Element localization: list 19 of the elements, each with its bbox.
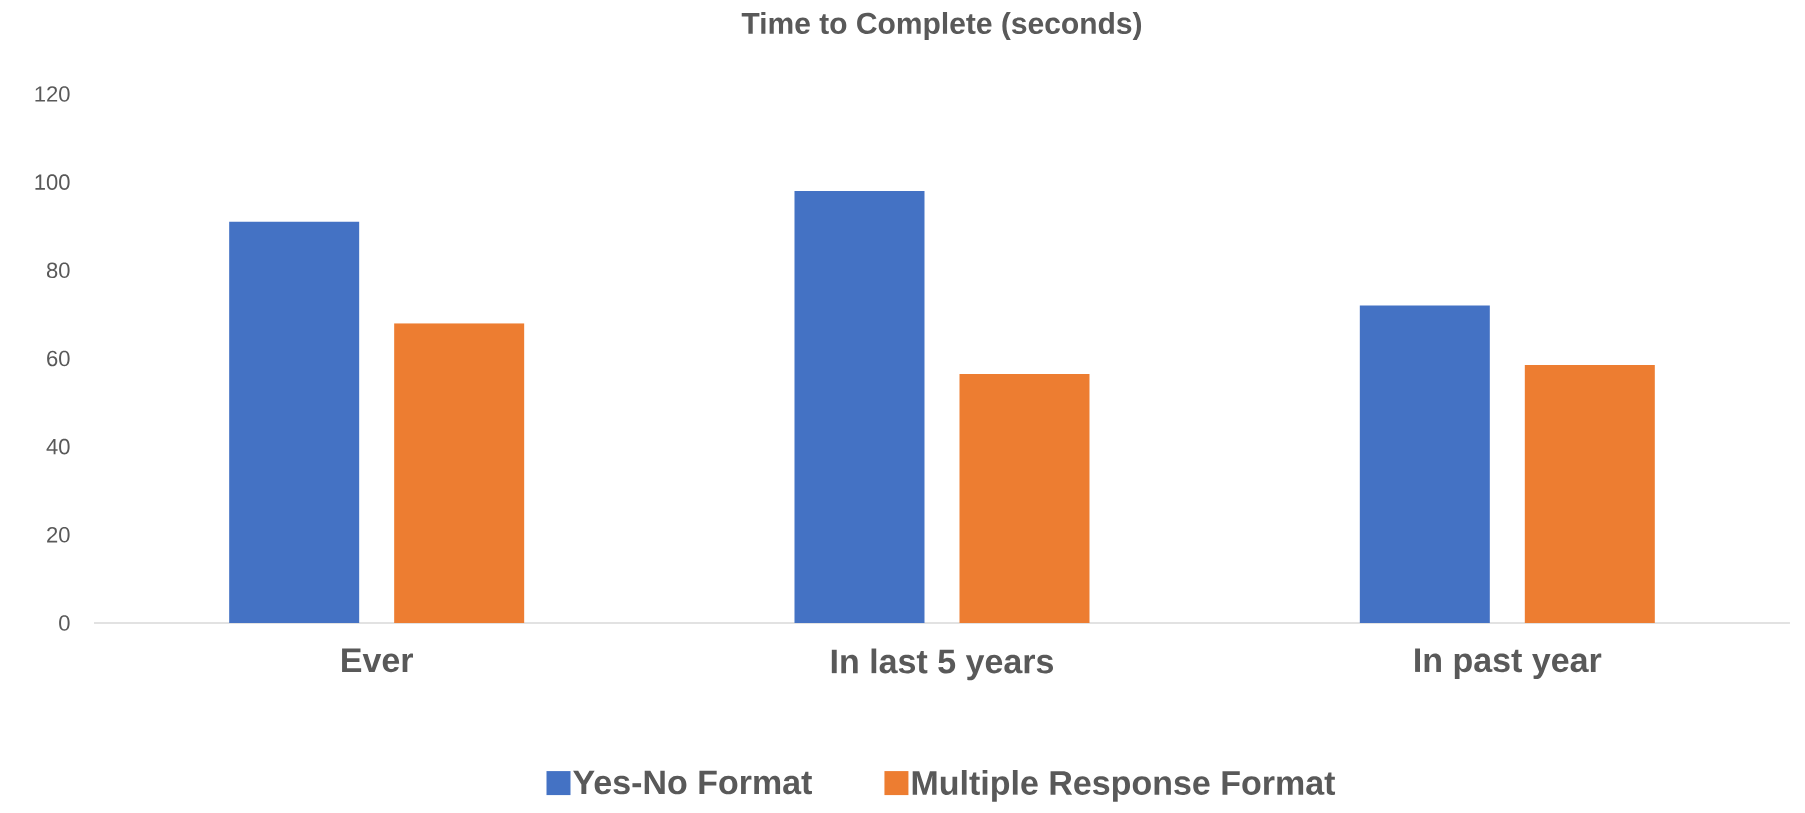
legend-label: Yes-No Format: [573, 770, 812, 795]
y-tick-label: 60: [47, 350, 70, 367]
x-tick-label: In past year: [1415, 648, 1602, 679]
bar: [229, 221, 360, 623]
legend-label: Multiple Response Format: [912, 770, 1336, 802]
bar: [394, 323, 525, 623]
x-tick-label: In last 5 years: [831, 648, 1054, 681]
y-tick-label: 40: [46, 438, 70, 455]
bar: [1524, 365, 1655, 623]
y-tick-label: 100: [35, 174, 70, 190]
bar: [1359, 305, 1490, 623]
x-tick-label: Ever: [342, 648, 414, 673]
bar: [959, 373, 1090, 623]
y-tick-label: 120: [35, 86, 70, 102]
y-tick-label: 80: [46, 262, 70, 279]
y-tick-label: 0: [59, 615, 70, 631]
chart-title: Time to Complete (seconds): [741, 12, 1142, 40]
bar: [794, 190, 925, 623]
y-tick-label: 20: [47, 527, 70, 543]
